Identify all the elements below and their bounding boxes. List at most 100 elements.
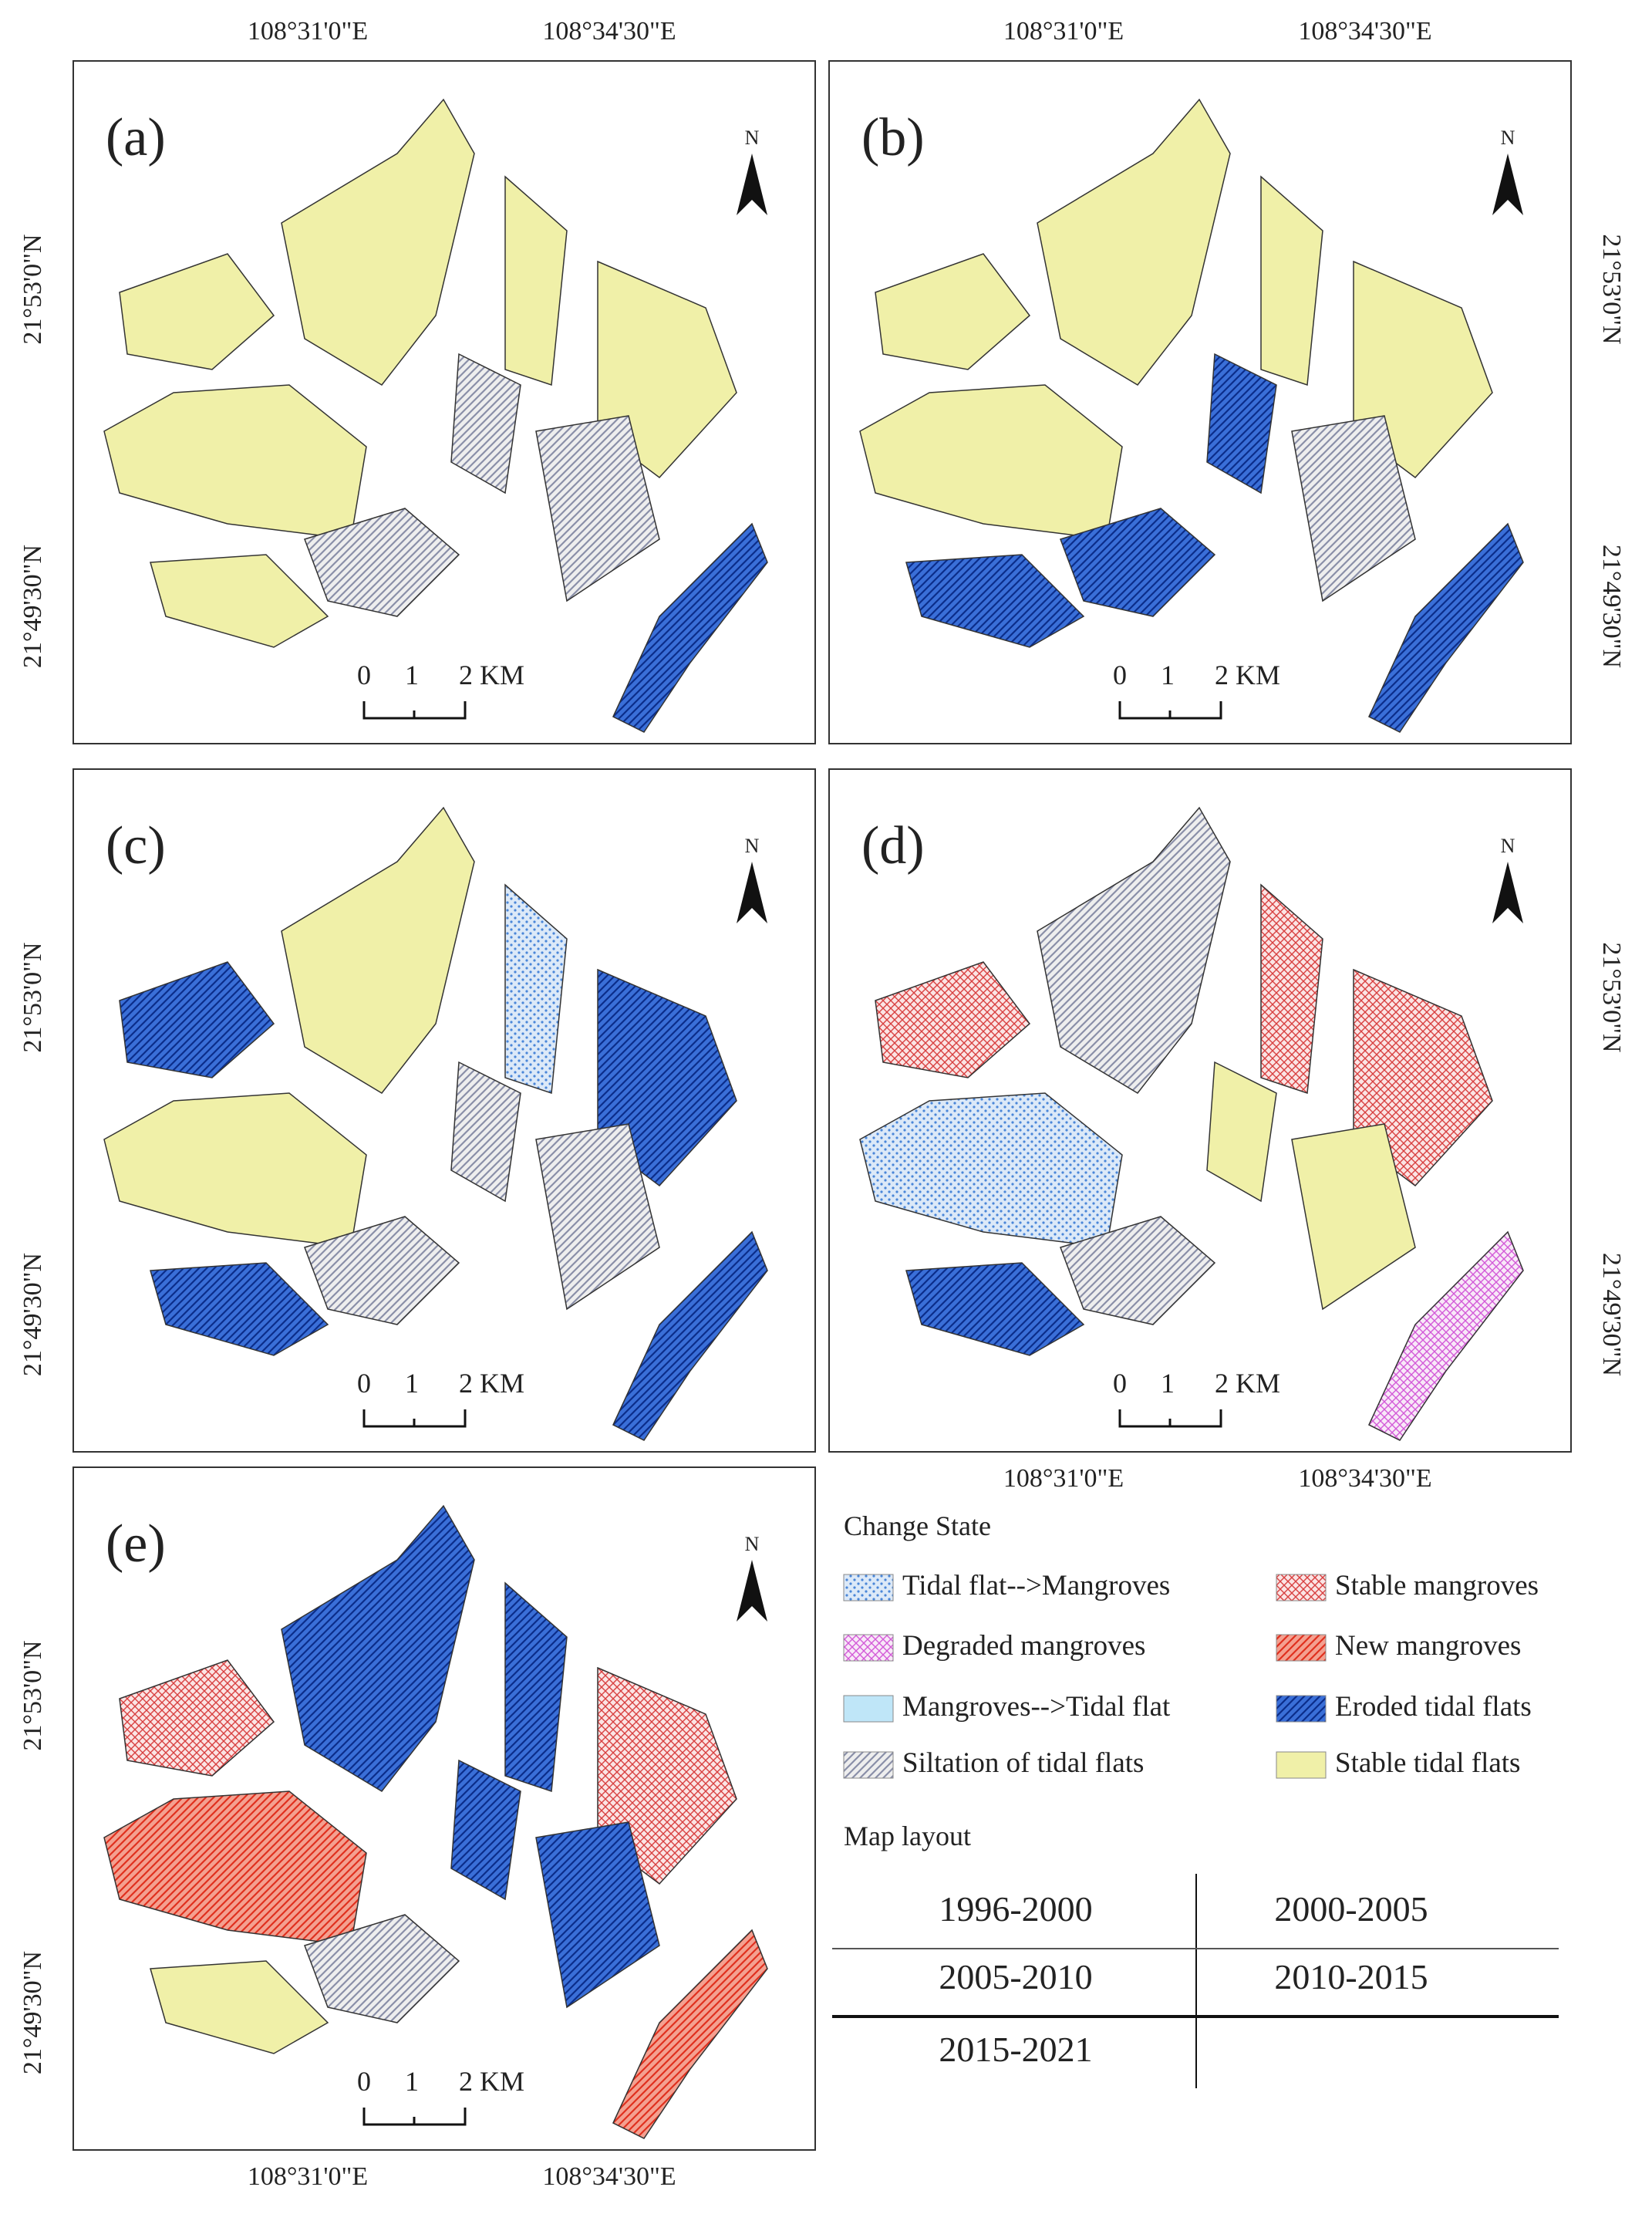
map-region <box>1291 1123 1416 1311</box>
map-region <box>612 522 768 733</box>
x-coord-label: 108°34'30"E <box>542 17 676 46</box>
map-region <box>450 1759 521 1901</box>
map-region <box>119 253 275 370</box>
legend-swatch <box>843 1751 894 1779</box>
y-coord-label: 21°49'30"N <box>19 1253 47 1376</box>
map-region <box>281 1504 475 1792</box>
map-region <box>103 1790 367 1946</box>
x-coord-label: 108°34'30"E <box>1298 17 1431 46</box>
legend-swatch <box>843 1695 894 1723</box>
x-coord-label: 108°31'0"E <box>1003 17 1124 46</box>
map-region <box>612 1929 768 2139</box>
map-region <box>1353 260 1493 479</box>
map-region <box>150 554 329 648</box>
legend-swatch <box>843 1634 894 1662</box>
panel-label: (c) <box>106 816 166 876</box>
map-region <box>597 1666 737 1885</box>
scale-bar <box>362 1409 467 1428</box>
y-coord-label: 21°53'0"N <box>19 1640 47 1750</box>
map-region <box>103 1092 367 1248</box>
scale-label: 1 <box>405 1368 419 1399</box>
map-region <box>875 253 1031 370</box>
scale-label: 0 <box>357 1368 371 1399</box>
map-region <box>535 415 660 602</box>
map-region <box>1037 98 1231 386</box>
map-region <box>450 353 521 494</box>
north-label: N <box>1501 127 1515 149</box>
scale-bar <box>1118 1409 1222 1428</box>
y-coord-label: 21°49'30"N <box>19 545 47 668</box>
map-region <box>150 1262 329 1356</box>
map-region <box>859 384 1123 540</box>
map-region <box>103 384 367 540</box>
north-arrow <box>1492 862 1523 923</box>
x-coord-label: 108°34'30"E <box>1298 1464 1431 1493</box>
map-region <box>612 1230 768 1441</box>
map-region <box>1291 415 1416 602</box>
map-region <box>1206 353 1277 494</box>
scale-label: 1 <box>1161 660 1175 690</box>
legend-label: New mangroves <box>1335 1630 1521 1662</box>
legend-label: Stable tidal flats <box>1335 1747 1520 1779</box>
scale-bar <box>362 701 467 720</box>
map-region <box>535 1821 660 2009</box>
scale-label: 0 <box>357 660 371 690</box>
north-arrow <box>737 154 767 215</box>
panel-label: (e) <box>106 1514 166 1574</box>
scale-bar <box>362 2108 467 2126</box>
map-panel: (a) N 0 1 2 KM 108°31'0"E 108°34'30"E 21°53'0"N… <box>19 17 816 744</box>
map-region <box>597 968 737 1187</box>
map-region <box>1260 883 1323 1095</box>
panel-label: (a) <box>106 108 166 167</box>
panel-label: (d) <box>861 816 925 876</box>
scale-label: 1 <box>1161 1368 1175 1399</box>
map-region <box>281 98 475 386</box>
legend-swatch <box>1276 1634 1327 1662</box>
scale-label: 2 KM <box>1215 1368 1280 1399</box>
scale-label: 1 <box>405 660 419 690</box>
north-label: N <box>745 835 760 857</box>
x-coord-label: 108°31'0"E <box>1003 1464 1124 1493</box>
map-region <box>150 1960 329 2054</box>
legend-swatch <box>843 1574 894 1601</box>
map-region <box>905 554 1085 648</box>
map-panel: (e) N 0 1 2 KM 108°31'0"E 108°34'30"E 21°53'0"N… <box>19 1466 816 2191</box>
x-coord-label: 108°34'30"E <box>542 2162 676 2191</box>
panel-label: (b) <box>861 108 925 167</box>
north-arrow <box>1492 154 1523 215</box>
legend-label: Mangroves-->Tidal flat <box>902 1691 1171 1723</box>
x-coord-label: 108°31'0"E <box>248 2162 368 2191</box>
map-panel: (b) N 0 1 2 KM 108°31'0"E 108°34'30"E 21°53'0"N… <box>828 17 1626 744</box>
scale-label: 2 KM <box>459 2066 524 2097</box>
layout-cell: 2015-2021 <box>939 2030 1092 2069</box>
map-region <box>304 1216 460 1325</box>
map-region <box>1368 1230 1524 1441</box>
map-region <box>1060 508 1216 617</box>
north-label: N <box>745 1533 760 1555</box>
map-region <box>875 961 1031 1078</box>
legend-swatch <box>1276 1695 1327 1723</box>
map-region <box>504 1581 568 1793</box>
y-coord-label: 21°53'0"N <box>19 942 47 1052</box>
y-coord-label: 21°49'30"N <box>1597 1253 1626 1376</box>
map-region <box>119 961 275 1078</box>
scale-label: 0 <box>357 2066 371 2097</box>
north-arrow <box>737 862 767 923</box>
north-label: N <box>745 127 760 149</box>
layout-cell: 2010-2015 <box>1274 1957 1428 1996</box>
layout-cell: 1996-2000 <box>939 1889 1092 1929</box>
map-panel: (d) N 0 1 2 KM 108°31'0"E 108°34'30"E 21°53'0"N… <box>828 768 1626 1493</box>
map-region <box>450 1061 521 1203</box>
scale-label: 0 <box>1113 1368 1127 1399</box>
legend-title: Change State <box>844 1510 991 1541</box>
scale-label: 2 KM <box>459 1368 524 1399</box>
map-region <box>859 1092 1123 1248</box>
y-coord-label: 21°49'30"N <box>19 1951 47 2074</box>
legend-label: Tidal flat-->Mangroves <box>902 1570 1170 1601</box>
map-region <box>1368 522 1524 733</box>
map-region <box>504 175 568 386</box>
map-region <box>597 260 737 479</box>
legend-label: Degraded mangroves <box>902 1630 1145 1662</box>
y-coord-label: 21°53'0"N <box>1597 234 1626 344</box>
